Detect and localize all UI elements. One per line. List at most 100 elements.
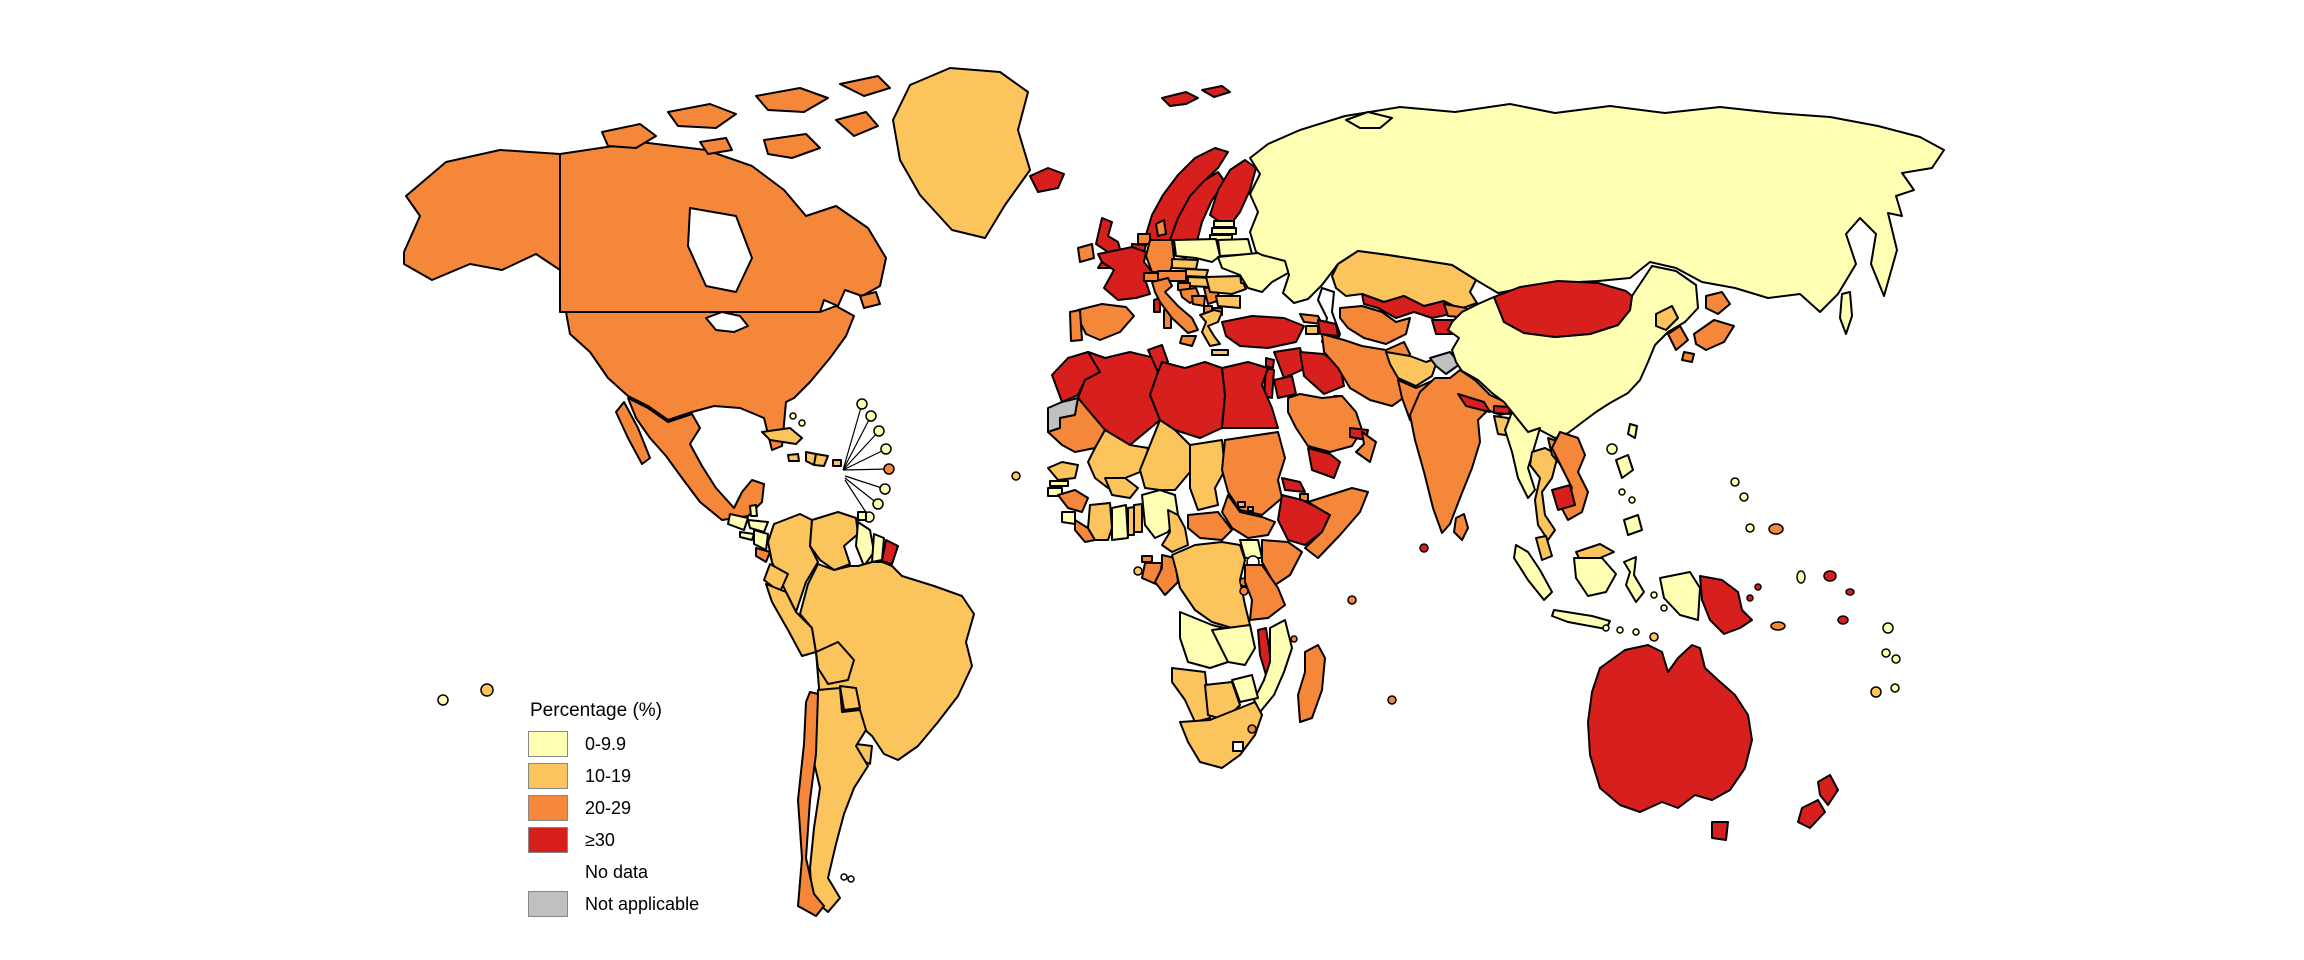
country-samoa bbox=[1845, 588, 1855, 596]
legend-row-0-9-9: 0-9.9 bbox=[528, 731, 699, 757]
country-israel bbox=[1263, 367, 1275, 399]
lesser-sunda-2 bbox=[1616, 626, 1624, 634]
japan-honshu bbox=[1693, 319, 1735, 351]
country-libya bbox=[1149, 361, 1226, 439]
country-french-polynesia bbox=[1870, 686, 1882, 698]
new-zealand-south-island bbox=[1797, 799, 1826, 829]
country-newfoundland bbox=[859, 291, 881, 309]
country-afghanistan bbox=[1385, 351, 1439, 387]
country-cameroon bbox=[1161, 509, 1189, 553]
indonesia-java bbox=[1551, 609, 1611, 630]
legend: Percentage (%) 0-9.9 10-19 20-29 ≥30 No … bbox=[528, 700, 699, 923]
country-myanmar bbox=[1504, 411, 1541, 499]
country-madagascar bbox=[1297, 644, 1326, 723]
country-venezuela bbox=[809, 511, 859, 571]
legend-row-10-19: 10-19 bbox=[528, 763, 699, 789]
country-cape-verde bbox=[1011, 471, 1021, 481]
country-namibia bbox=[1171, 667, 1211, 723]
legend-label-no-data: No data bbox=[585, 861, 649, 882]
baja-california bbox=[615, 401, 651, 465]
arctic-island-5 bbox=[835, 111, 879, 137]
country-australia bbox=[1587, 644, 1753, 813]
legend-title: Percentage (%) bbox=[530, 700, 663, 721]
pacific-island-4 bbox=[1890, 683, 1900, 693]
country-dr-congo bbox=[1171, 541, 1251, 629]
country-mauritius bbox=[1387, 695, 1397, 705]
island-sakhalin bbox=[1839, 291, 1853, 335]
hudson-bay bbox=[687, 207, 753, 293]
country-fiji bbox=[1823, 570, 1837, 582]
japan-hokkaido bbox=[1705, 291, 1731, 315]
arctic-island-1 bbox=[601, 123, 657, 149]
country-czechia bbox=[1171, 258, 1199, 270]
country-guyana bbox=[855, 521, 875, 567]
legend-label-20-29: 20-29 bbox=[585, 797, 632, 818]
country-mali bbox=[1087, 429, 1149, 489]
caribbean-island-1 bbox=[856, 398, 868, 410]
country-seychelles bbox=[1347, 595, 1357, 605]
country-trinidad-and-tobago bbox=[857, 511, 867, 521]
pacific-island-west-2 bbox=[480, 683, 494, 697]
country-chile bbox=[797, 691, 825, 917]
country-sudan bbox=[1221, 431, 1286, 516]
maluku-2 bbox=[1660, 604, 1668, 612]
country-bahamas bbox=[789, 412, 797, 420]
country-cuba bbox=[761, 427, 803, 445]
country-greece bbox=[1199, 309, 1223, 347]
country-cote-divoire bbox=[1087, 502, 1113, 541]
disputed-area-2 bbox=[1247, 506, 1254, 512]
country-south-sudan bbox=[1221, 494, 1276, 539]
country-burkina-faso bbox=[1104, 477, 1139, 499]
country-alaska bbox=[403, 149, 561, 281]
country-lesotho bbox=[1232, 741, 1244, 752]
country-greenland bbox=[892, 67, 1031, 239]
country-portugal bbox=[1069, 309, 1083, 342]
country-sao-tome bbox=[1133, 566, 1143, 576]
legend-swatch-not-applicable bbox=[528, 891, 568, 917]
country-kenya bbox=[1261, 539, 1303, 586]
pacific-island-2 bbox=[1881, 648, 1891, 658]
country-svalbard-2 bbox=[1201, 85, 1231, 98]
country-guinea bbox=[1057, 489, 1089, 513]
country-nepal bbox=[1457, 393, 1491, 413]
island-hainan bbox=[1606, 443, 1618, 455]
country-benin bbox=[1133, 503, 1143, 533]
country-sierra-leone bbox=[1061, 511, 1076, 525]
arctic-island-2 bbox=[667, 103, 737, 129]
philippines-visayas-1 bbox=[1618, 488, 1626, 496]
country-yemen bbox=[1307, 447, 1341, 479]
pacific-island-3 bbox=[1891, 654, 1901, 664]
country-colombia bbox=[767, 513, 819, 613]
philippines-luzon bbox=[1615, 454, 1634, 479]
philippines-visayas-2 bbox=[1628, 496, 1636, 504]
country-poland bbox=[1173, 238, 1221, 263]
island-tasmania bbox=[1711, 821, 1729, 841]
country-dominican-republic bbox=[813, 453, 829, 467]
leader-line-3 bbox=[842, 430, 880, 471]
philippines-mindanao bbox=[1623, 514, 1643, 536]
country-bahamas-2 bbox=[798, 419, 806, 427]
legend-row-30-plus: ≥30 bbox=[528, 827, 699, 853]
country-bulgaria bbox=[1215, 295, 1241, 309]
leader-line-5 bbox=[842, 468, 890, 471]
country-egypt bbox=[1221, 361, 1279, 429]
country-mexico bbox=[627, 397, 765, 521]
japan-kyushu bbox=[1681, 351, 1695, 363]
country-bolivia bbox=[815, 641, 855, 685]
legend-label-10-19: 10-19 bbox=[585, 765, 632, 786]
legend-label-30-plus: ≥30 bbox=[585, 829, 615, 850]
country-eswatini bbox=[1247, 724, 1257, 734]
new-zealand-north-island bbox=[1817, 774, 1839, 806]
legend-row-not-applicable: Not applicable bbox=[528, 891, 699, 917]
country-costa-rica bbox=[755, 547, 771, 563]
legend-row-no-data: No data bbox=[528, 859, 699, 885]
country-germany bbox=[1145, 239, 1175, 273]
leader-line-7 bbox=[844, 477, 879, 505]
country-malaysia bbox=[1535, 535, 1553, 561]
country-uganda bbox=[1239, 539, 1263, 559]
island-novaya-zemlya bbox=[1345, 111, 1393, 129]
country-uzbekistan bbox=[1361, 293, 1451, 319]
country-italy bbox=[1151, 277, 1199, 334]
country-paraguay bbox=[839, 685, 861, 711]
